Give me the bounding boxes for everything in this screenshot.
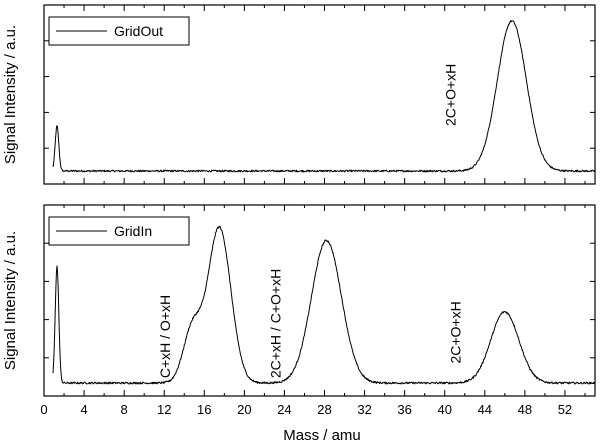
x-tick-label: 32: [357, 402, 371, 417]
peak-annotation: 2C+O+xH: [443, 64, 459, 126]
x-tick-label: 8: [121, 402, 128, 417]
legend: GridOut: [48, 16, 190, 46]
peak-annotation: 2C+O+xH: [448, 301, 464, 363]
x-tick-label: 36: [397, 402, 411, 417]
plot-frame: [43, 4, 596, 185]
x-tick-label: 0: [40, 402, 47, 417]
x-axis-title: Mass / amu: [283, 427, 361, 444]
panel-gridout: Signal Intensity / a.u. GridOut 2C+O+xH: [2, 4, 596, 185]
legend: GridIn: [48, 216, 190, 246]
trace-gridin: [52, 225, 596, 385]
plot-frame: [43, 204, 596, 397]
x-tick-label: 16: [197, 402, 211, 417]
x-tick-label: 20: [237, 402, 251, 417]
panel-gridin: Signal Intensity / a.u. GridIn C+xH / O+xH…: [2, 204, 596, 397]
peak-annotation: 2C+xH / C+O+xH: [267, 269, 283, 378]
x-tick-label: 48: [518, 402, 532, 417]
x-tick-labels: 0 4 8 12 16 20 24 28 32 36 40 44 48 52: [40, 402, 572, 417]
x-tick-label: 24: [277, 402, 291, 417]
legend-label: GridOut: [114, 23, 163, 39]
x-tick-label: 40: [437, 402, 451, 417]
y-axis-title: Signal Intensity / a.u.: [2, 25, 19, 164]
x-tick-label: 44: [478, 402, 492, 417]
x-tick-label: 52: [558, 402, 572, 417]
x-tick-label: 4: [80, 402, 87, 417]
x-tick-label: 28: [317, 402, 331, 417]
y-axis-title: Signal Intensity / a.u.: [2, 231, 19, 370]
legend-label: GridIn: [114, 223, 152, 239]
x-tick-label: 12: [157, 402, 171, 417]
peak-annotation: C+xH / O+xH: [157, 295, 173, 378]
trace-gridout: [52, 20, 596, 173]
